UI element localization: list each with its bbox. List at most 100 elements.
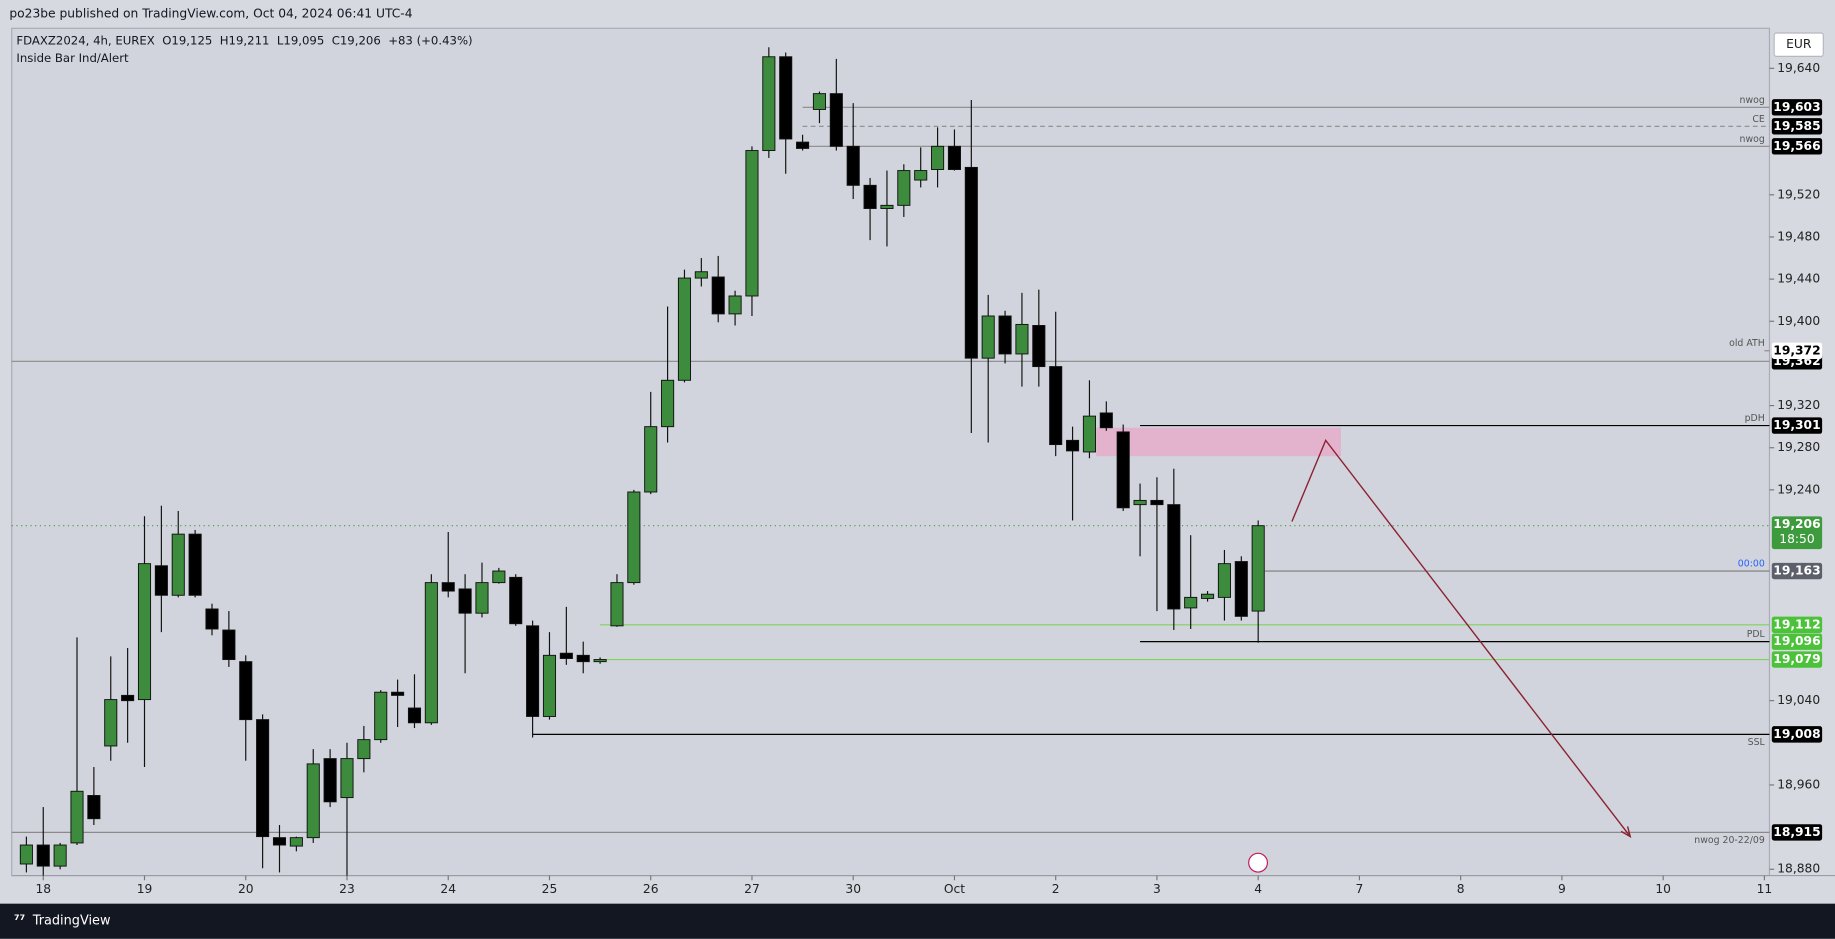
candle-body [694,271,708,279]
candle-body [340,758,354,799]
level-price-box [1771,651,1823,668]
x-tick-label: Oct [944,882,965,896]
level-price: 19,096 [1773,634,1820,648]
y-tick-label: 19,520 [1777,187,1820,201]
level-tag: old ATH [1729,338,1765,349]
candle-body [711,276,725,315]
level-price: 19,566 [1773,139,1820,153]
y-tick-label: 19,040 [1777,693,1820,707]
x-tick-label: 11 [1757,882,1773,896]
level-price-box [1771,824,1823,841]
y-tick-label: 19,280 [1777,440,1820,454]
candle-body [205,608,219,630]
level-tag: pDH [1745,413,1765,424]
arrow-path [1291,438,1631,838]
x-tick-label: 10 [1655,882,1671,896]
y-tick-label: 19,240 [1777,482,1820,496]
alert-icon[interactable] [1248,852,1268,873]
x-tick-label: 18 [35,882,51,896]
candle-body [36,844,50,867]
candle-body [914,170,928,181]
candle-body [407,707,422,724]
candle-body [593,659,607,663]
x-tick-label: 26 [643,882,659,896]
publish-header: po23be published on TradingView.com, Oct… [9,7,412,21]
candle-body [424,582,438,724]
level-price: 19,585 [1773,119,1820,133]
candle-body [188,533,202,596]
candle-body [222,629,236,661]
candle-body [391,691,405,696]
candle-body [1066,439,1080,452]
candle-body [610,582,624,627]
candle-body [19,844,33,865]
candle-body [1150,499,1164,506]
candle-body [306,763,320,839]
x-tick-label: 30 [845,882,861,896]
level-price: 19,008 [1773,727,1820,741]
level-price-box [1771,138,1823,155]
x-tick-label: 2 [1052,882,1060,896]
last-price-box [1771,516,1823,550]
y-tick-label: 18,960 [1777,777,1820,791]
x-tick-label: 4 [1254,882,1262,896]
candle-body [627,491,641,584]
candle-body [1082,415,1096,453]
level-tag: SSL [1748,737,1766,748]
level-price-box [1771,616,1823,633]
candle-body [121,694,135,702]
candle-body [661,379,675,428]
candle-body [1184,596,1198,609]
indicator-name: Inside Bar Ind/Alert [16,51,129,65]
x-tick-label: 25 [542,882,558,896]
candle-body [762,56,776,152]
candle-body [171,533,185,596]
level-price-box [1771,633,1823,650]
level-price: 19,112 [1773,617,1820,631]
candle-body [441,582,455,592]
level-price-box [1771,342,1823,359]
x-tick-label: 24 [440,882,456,896]
level-price-box [1771,118,1823,135]
level-tag: PDL [1747,629,1766,640]
candle-body [812,93,827,110]
candle-body [239,661,253,721]
footer-logo: ⁷⁷ [14,914,25,929]
level-tag: nwog [1740,95,1765,106]
y-tick-label: 19,640 [1777,61,1820,75]
y-tick-label: 19,440 [1777,272,1820,286]
candle-body [728,295,742,315]
candle-body [1116,431,1130,509]
candle-body [289,837,303,847]
candle-body [863,184,877,209]
plot-area [11,27,1771,877]
level-tag: nwog 20-22/09 [1694,835,1765,846]
candle-body [1133,499,1147,506]
level-price-box [1771,562,1823,580]
candle-body [796,141,810,149]
candle-body [897,170,911,206]
level-price-box [1771,726,1823,743]
x-tick-label: 7 [1356,882,1364,896]
zone [1096,427,1341,457]
candle-body [779,56,793,140]
candle-body [931,145,945,170]
candle-body [981,315,995,359]
y-tick-label: 19,480 [1777,229,1820,243]
x-tick-label: 3 [1153,882,1161,896]
level-price: 19,372 [1773,343,1820,357]
candle-body [70,790,84,844]
y-tick-label: 19,400 [1777,314,1820,328]
x-tick-label: 20 [238,882,254,896]
candle-body [1217,563,1231,598]
candle-body [998,315,1012,355]
candle-body [357,739,371,760]
candle-body [542,654,557,717]
arrow-head [1620,826,1632,839]
candle-body [559,652,573,659]
candle-body [947,145,961,170]
currency: EUR [1786,37,1812,51]
level-price: 19,163 [1773,564,1820,578]
